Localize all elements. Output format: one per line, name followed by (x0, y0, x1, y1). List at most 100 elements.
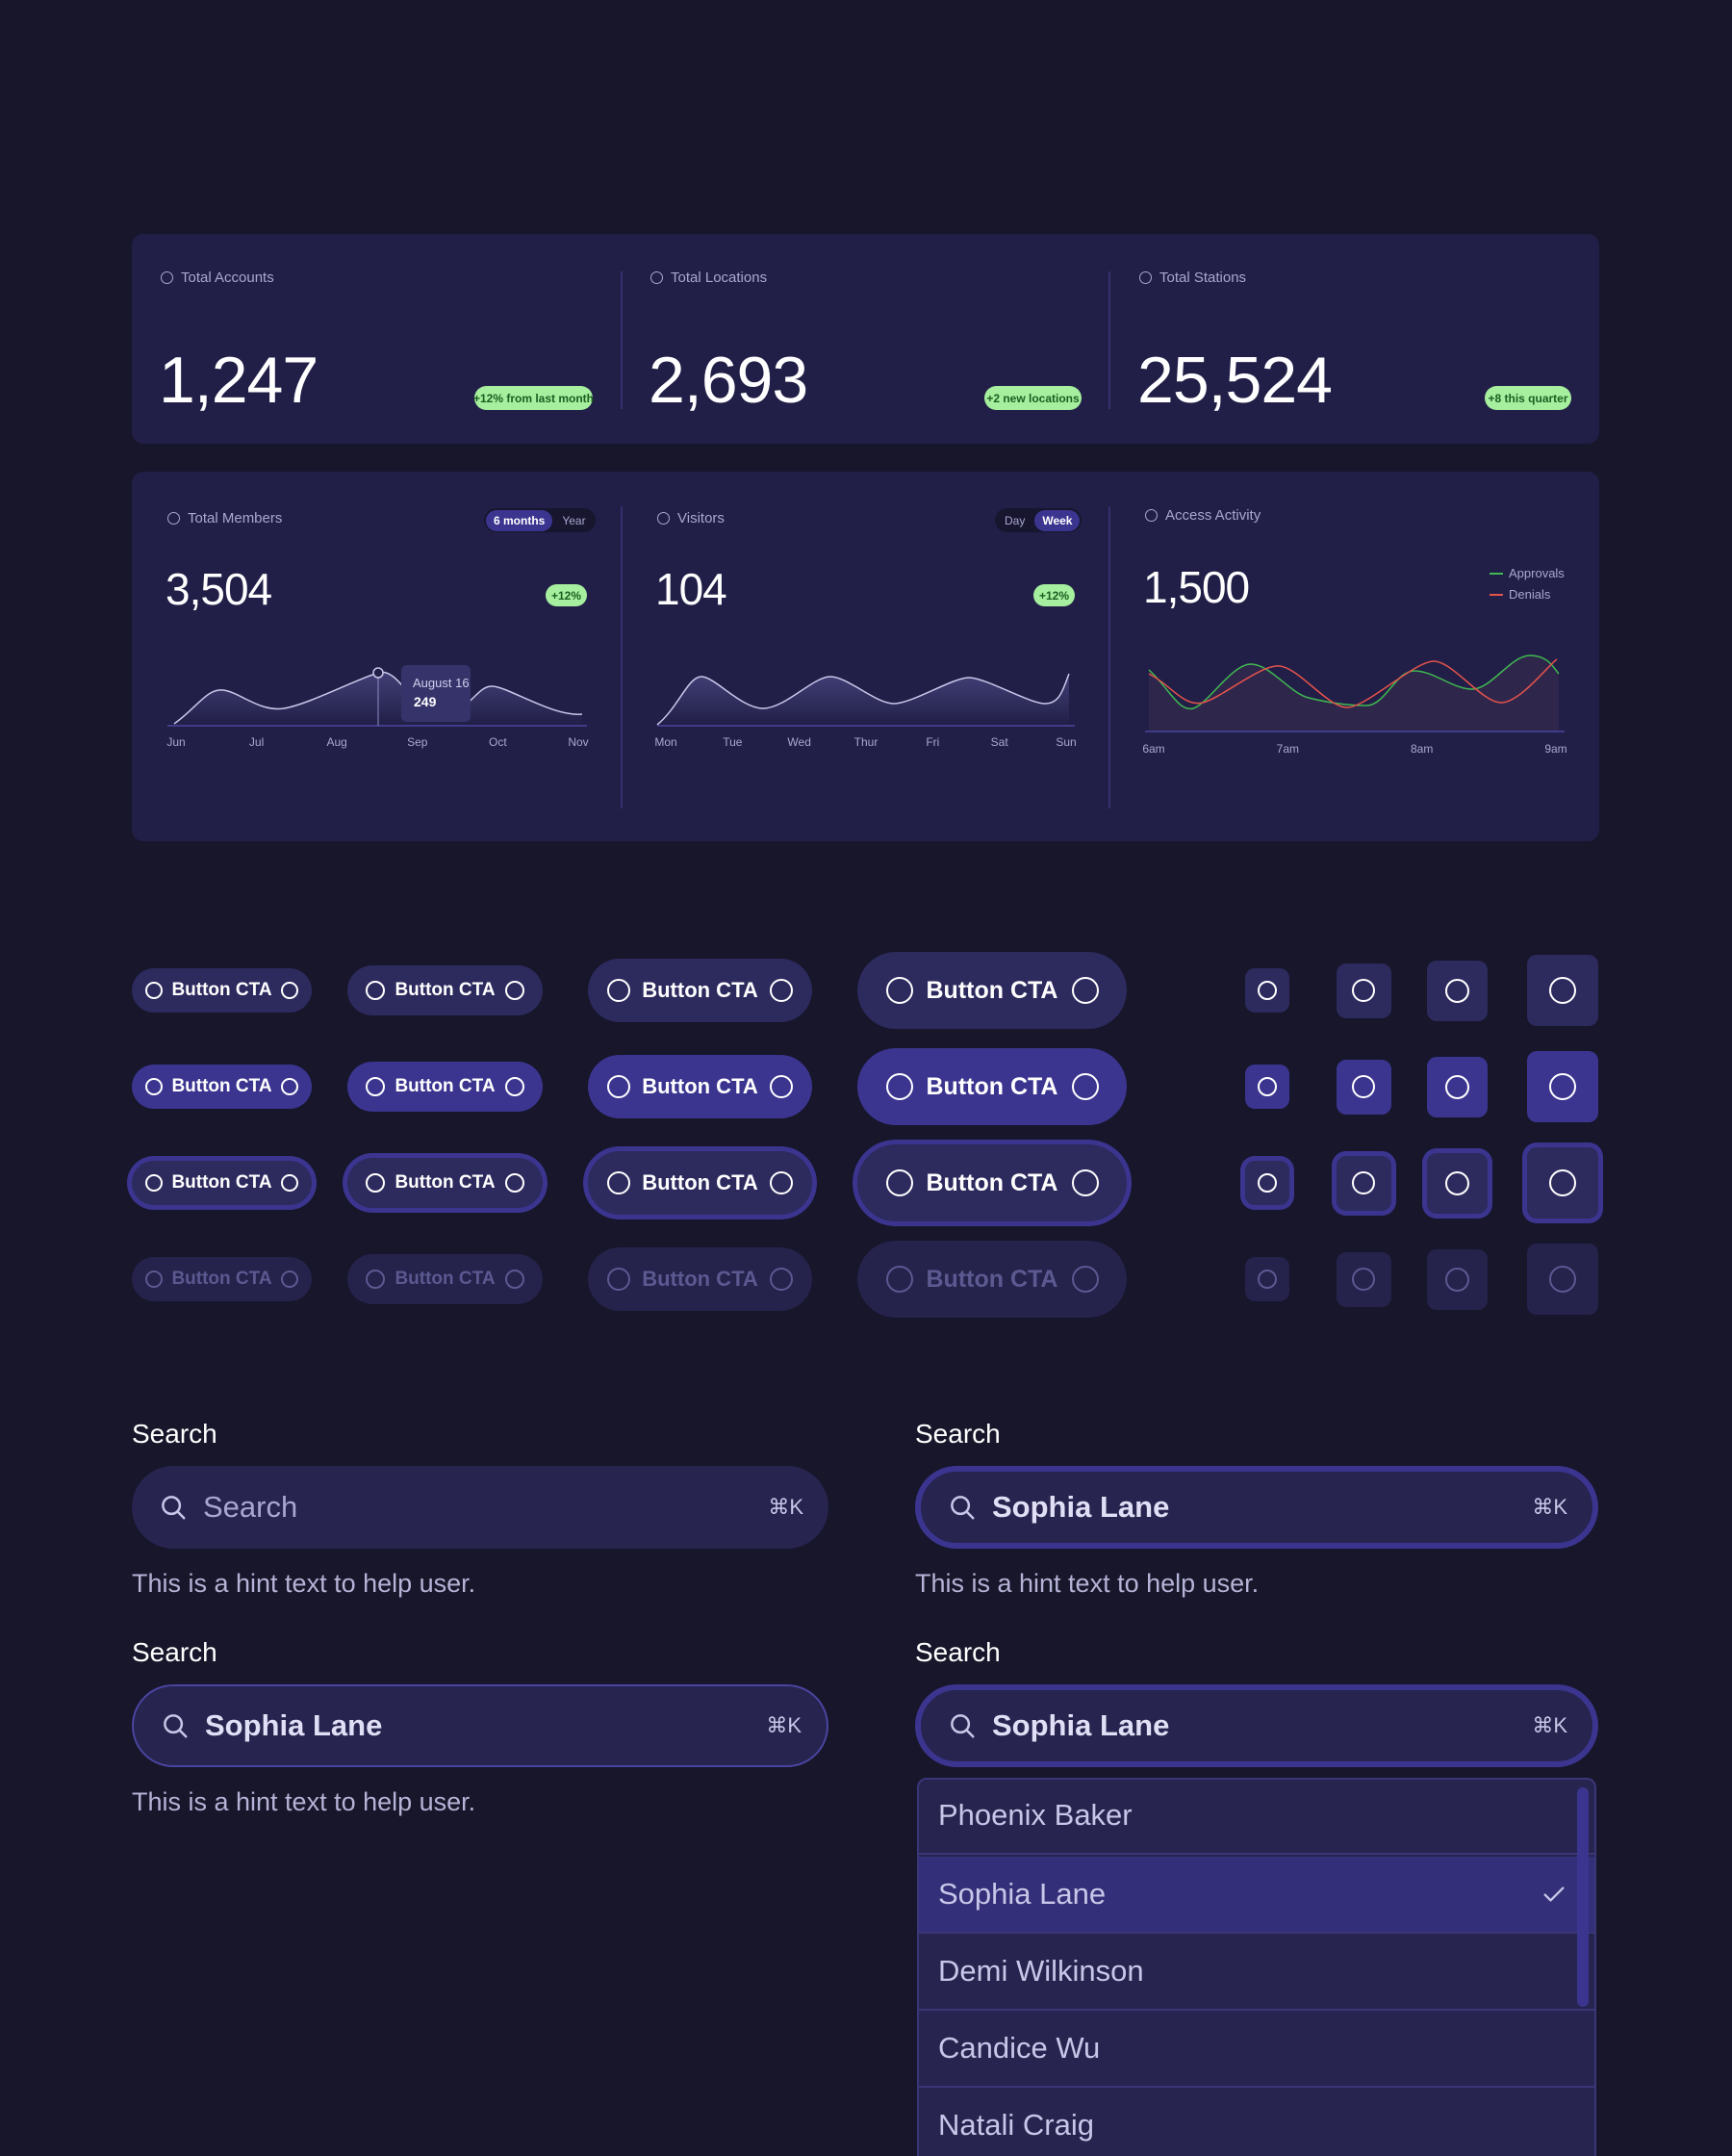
button-label: Button CTA (926, 1168, 1058, 1196)
icon (1549, 1266, 1576, 1293)
icon-button[interactable] (1426, 1152, 1488, 1214)
button[interactable]: Button CTA (857, 1048, 1127, 1125)
icon (885, 1073, 913, 1100)
card-label: Visitors (657, 510, 725, 526)
stats-card (132, 234, 1599, 444)
icon (145, 1174, 164, 1192)
icon (504, 1270, 524, 1289)
charts (167, 271, 1565, 808)
option[interactable]: Demi Wilkinson (919, 1934, 1594, 2011)
card-label: Total Locations (650, 270, 767, 286)
button[interactable]: Button CTA (588, 1151, 812, 1215)
button[interactable]: Button CTA (347, 1254, 543, 1304)
card-label: Total Accounts (161, 270, 274, 286)
icon (1071, 1169, 1099, 1196)
button[interactable]: Button CTA (132, 1161, 312, 1205)
button[interactable]: Button CTA (347, 965, 543, 1015)
field-label: Search (132, 1419, 217, 1449)
search-field[interactable]: Sophia Lane ⌘K (915, 1466, 1598, 1549)
button[interactable]: Button CTA (347, 1062, 543, 1112)
icon-button[interactable] (1336, 1251, 1391, 1307)
button[interactable]: Button CTA (588, 1055, 812, 1118)
button[interactable]: Button CTA (132, 968, 312, 1013)
button-label: Button CTA (395, 1269, 496, 1289)
icon-button[interactable] (1245, 1257, 1289, 1301)
icon-button[interactable] (1336, 1155, 1391, 1211)
icon-button[interactable] (1426, 1056, 1488, 1117)
toggle-option[interactable]: Week (1034, 509, 1081, 531)
icon-button[interactable] (1336, 962, 1391, 1018)
badge: +12% from last month (473, 386, 594, 410)
icon (1444, 1267, 1469, 1292)
field-label: Search (132, 1637, 217, 1667)
icon (366, 1077, 386, 1096)
icon-button[interactable] (1527, 955, 1598, 1026)
icon (280, 1270, 298, 1288)
toggle-option[interactable]: 6 months (486, 509, 553, 531)
tooltip-value: 249 (414, 694, 437, 709)
icon (161, 271, 173, 284)
icon-button[interactable] (1245, 1065, 1289, 1109)
icon (1139, 271, 1152, 284)
area (1149, 655, 1559, 732)
button-label: Button CTA (171, 980, 272, 1000)
button[interactable]: Button CTA (347, 1158, 543, 1208)
stat-value: 25,524 (1137, 344, 1333, 417)
icon-button[interactable] (1245, 1161, 1289, 1205)
icon-button[interactable] (1527, 1051, 1598, 1122)
search-field[interactable]: Search ⌘K (132, 1466, 828, 1549)
icon (948, 1711, 977, 1740)
icon-button[interactable] (1527, 1147, 1598, 1219)
x-label: Oct (489, 735, 507, 749)
check-icon (1541, 1881, 1567, 1908)
x-label: 6am (1142, 742, 1165, 756)
option[interactable]: Phoenix Baker (919, 1780, 1594, 1855)
stat-value: 1,247 (159, 344, 318, 417)
search-field[interactable]: Sophia Lane ⌘K (915, 1684, 1598, 1767)
label-text: Total Stations (1159, 270, 1247, 286)
icon (769, 1075, 793, 1098)
button[interactable]: Button CTA (132, 1257, 312, 1301)
icon-button[interactable] (1527, 1244, 1598, 1315)
option-label: Natali Craig (938, 2108, 1094, 2142)
x-label: 9am (1544, 742, 1567, 756)
button-label: Button CTA (171, 1269, 272, 1289)
button[interactable]: Button CTA (588, 1247, 812, 1311)
icon-button[interactable] (1245, 968, 1289, 1013)
label-text: Visitors (677, 510, 725, 526)
icon-button[interactable] (1426, 960, 1488, 1021)
icon (885, 1266, 913, 1293)
x-label: Jul (248, 735, 265, 749)
icon (1071, 977, 1099, 1004)
search-field[interactable]: Sophia Lane ⌘K (132, 1684, 828, 1767)
icon-button[interactable] (1336, 1059, 1391, 1115)
shortcut: ⌘K (768, 1495, 803, 1519)
icon (366, 981, 386, 1000)
x-label: 7am (1276, 742, 1299, 756)
button[interactable]: Button CTA (857, 952, 1127, 1029)
button-label: Button CTA (642, 1074, 758, 1098)
icon (1352, 1075, 1375, 1098)
button[interactable]: Button CTA (588, 959, 812, 1022)
shortcut: ⌘K (1532, 1495, 1567, 1519)
icon (1352, 1268, 1375, 1291)
legend-marker (1490, 572, 1503, 575)
icon (1549, 1073, 1576, 1100)
button[interactable]: Button CTA (132, 1065, 312, 1109)
icon (366, 1173, 386, 1193)
card-label: Total Members (167, 510, 282, 526)
option[interactable]: Natali Craig (919, 2088, 1594, 2156)
x-label: Tue (723, 735, 743, 749)
denials-line (1148, 658, 1558, 708)
toggle-option[interactable]: Year (562, 513, 586, 527)
toggle-option[interactable]: Day (1005, 513, 1026, 527)
button[interactable]: Button CTA (857, 1241, 1127, 1318)
search-icon (164, 1714, 188, 1738)
icon-button[interactable] (1426, 1248, 1488, 1310)
option[interactable]: Sophia Lane (919, 1857, 1594, 1934)
icon (1444, 1074, 1469, 1099)
button[interactable]: Button CTA (857, 1144, 1127, 1221)
option[interactable]: Candice Wu (919, 2011, 1594, 2088)
x-label: Nov (568, 735, 589, 749)
